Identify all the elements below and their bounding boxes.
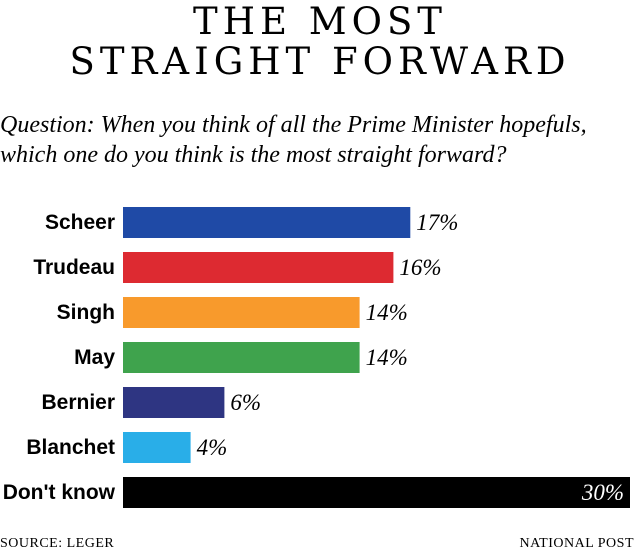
bar-may (123, 342, 360, 373)
category-label-singh: Singh (57, 301, 115, 324)
survey-question-line-1: Question: When you think of all the Prim… (0, 112, 587, 138)
category-label-blanchet: Blanchet (26, 436, 115, 459)
bar-don-t-know (123, 477, 630, 508)
survey-question: Question: When you think of all the Prim… (0, 110, 640, 170)
category-label-may: May (74, 346, 115, 369)
bar-bernier (123, 387, 225, 418)
value-label-bernier: 6% (230, 390, 261, 415)
value-label-don-t-know: 30% (581, 480, 624, 505)
category-label-bernier: Bernier (41, 391, 115, 414)
bar-trudeau (123, 252, 394, 283)
bar-scheer (123, 207, 411, 238)
category-label-don-t-know: Don't know (3, 481, 116, 504)
category-label-scheer: Scheer (45, 211, 115, 234)
value-label-trudeau: 16% (399, 255, 441, 280)
survey-question-line-2: which one do you think is the most strai… (0, 142, 507, 168)
value-label-blanchet: 4% (197, 435, 228, 460)
chart-title-line-1: THE MOST (193, 0, 447, 43)
chart-title-line-2: STRAIGHT FORWARD (69, 40, 571, 83)
value-label-singh: 14% (366, 300, 408, 325)
value-label-scheer: 17% (416, 210, 458, 235)
publisher-credit: NATIONAL POST (519, 536, 634, 551)
chart-title: THE MOST STRAIGHT FORWARD (0, 2, 640, 82)
bar-blanchet (123, 432, 191, 463)
category-label-trudeau: Trudeau (33, 256, 115, 279)
bar-singh (123, 297, 360, 328)
bar-chart: Scheer 17% Trudeau 16% Singh 14% May 14% Bernier… (3, 207, 630, 508)
source-credit: SOURCE: LEGER (0, 536, 115, 551)
value-label-may: 14% (366, 345, 408, 370)
